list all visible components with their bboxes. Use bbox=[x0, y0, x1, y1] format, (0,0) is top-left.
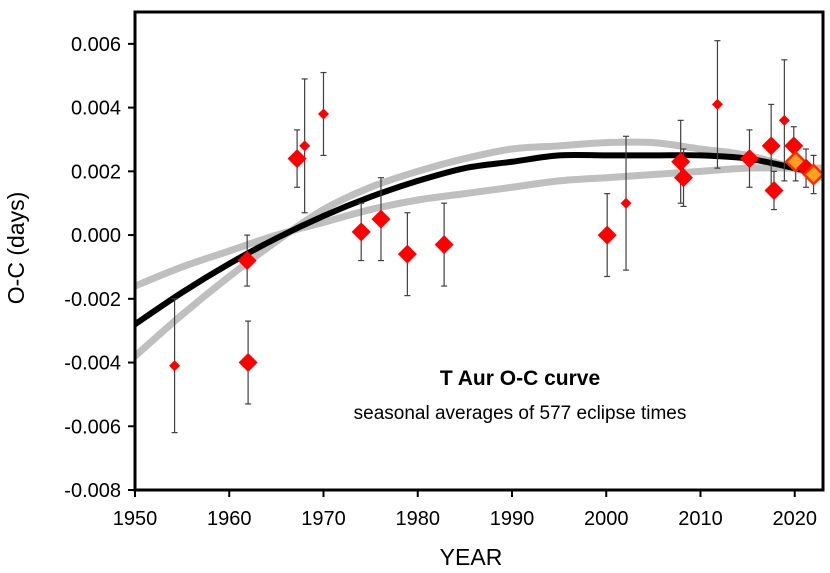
data-point bbox=[317, 108, 329, 120]
y-tick-label: 0.002 bbox=[71, 161, 121, 183]
x-tick-label: 2010 bbox=[678, 508, 723, 530]
y-tick-label: -0.004 bbox=[64, 353, 121, 375]
chart-subtitle: seasonal averages of 577 eclipse times bbox=[354, 403, 687, 424]
x-tick-label: 1990 bbox=[490, 508, 535, 530]
y-tick-label: -0.008 bbox=[64, 480, 121, 502]
data-point bbox=[784, 136, 804, 156]
data-point bbox=[739, 149, 759, 169]
x-tick-label: 1950 bbox=[113, 508, 158, 530]
y-tick-label: 0.004 bbox=[71, 98, 121, 120]
data-point bbox=[397, 244, 417, 264]
axis-ticks bbox=[128, 42, 796, 497]
fit-curve bbox=[135, 151, 823, 328]
data-point bbox=[671, 152, 691, 172]
x-tick-label: 1960 bbox=[207, 508, 252, 530]
y-tick-labels: -0.008 -0.006 -0.004 -0.002 0.000 0.002 0.004 0… bbox=[64, 34, 121, 502]
data-point bbox=[778, 114, 790, 126]
plot-frame bbox=[133, 10, 825, 492]
y-axis-title: O-C (days) bbox=[3, 192, 29, 304]
data-point bbox=[764, 180, 784, 200]
data-point bbox=[711, 98, 723, 110]
x-tick-label: 1970 bbox=[301, 508, 346, 530]
x-tick-label: 2000 bbox=[584, 508, 629, 530]
data-points bbox=[169, 98, 823, 373]
highlight-point bbox=[802, 163, 823, 186]
y-tick-label: -0.006 bbox=[64, 416, 121, 438]
data-point bbox=[674, 168, 694, 188]
data-point bbox=[238, 353, 258, 373]
plot-area bbox=[135, 40, 823, 434]
data-point bbox=[597, 225, 617, 245]
y-tick-label: 0.006 bbox=[71, 34, 121, 56]
data-point bbox=[237, 251, 257, 271]
y-tick-label: 0.000 bbox=[71, 225, 121, 247]
error-bars bbox=[171, 40, 817, 434]
x-tick-labels: 1950 1960 1970 1980 1990 2000 2010 2020 bbox=[113, 508, 817, 530]
data-point bbox=[169, 360, 181, 372]
data-point bbox=[371, 209, 391, 229]
data-point bbox=[287, 149, 307, 169]
chart-title: T Aur O-C curve bbox=[440, 367, 600, 390]
x-tick-label: 2020 bbox=[772, 508, 817, 530]
fit-curve-layer bbox=[135, 151, 823, 328]
lower-bound-curve bbox=[135, 164, 823, 290]
data-point bbox=[299, 140, 311, 152]
data-point bbox=[620, 197, 632, 209]
x-axis-title: YEAR bbox=[440, 544, 503, 570]
data-point bbox=[434, 235, 454, 255]
highlight-point bbox=[784, 150, 807, 174]
x-tick-label: 1980 bbox=[395, 508, 440, 530]
y-tick-label: -0.002 bbox=[64, 289, 121, 311]
bound-curves bbox=[135, 138, 823, 360]
data-point bbox=[351, 222, 371, 242]
data-point bbox=[761, 136, 781, 156]
